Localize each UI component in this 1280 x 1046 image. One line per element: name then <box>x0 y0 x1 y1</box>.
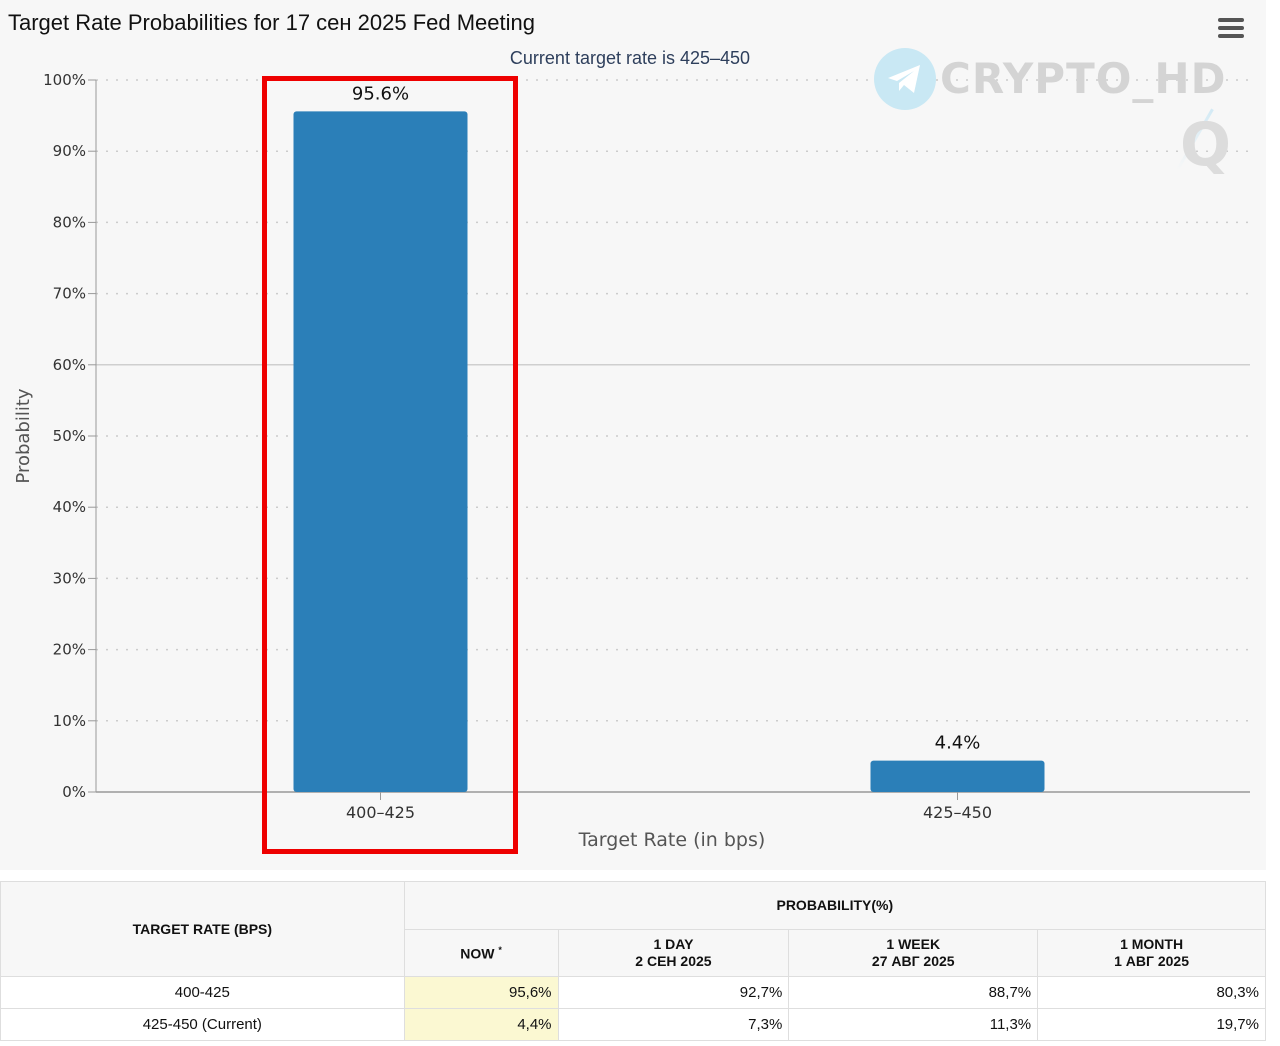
y-tick-label: 20% <box>53 641 86 659</box>
table-row: 425-450 (Current) 4,4% 7,3% 11,3% 19,7% <box>0 1008 1266 1041</box>
y-axis-title: Probability <box>13 388 34 483</box>
header-1-month-line2: 1 АВГ 2025 <box>1114 952 1189 969</box>
header-now-marker: * <box>498 945 502 956</box>
bar <box>870 760 1045 792</box>
x-axis-title: Target Rate (in bps) <box>578 829 766 851</box>
header-1-day-line1: 1 DAY <box>653 935 694 952</box>
hamburger-menu-icon[interactable] <box>1218 18 1244 40</box>
header-1-day-line2: 2 СЕН 2025 <box>635 952 712 969</box>
row-rate: 400-425 <box>0 976 405 1009</box>
data-label: 4.4% <box>935 733 981 754</box>
x-tick-label: 425–450 <box>923 803 992 822</box>
bar <box>293 111 468 792</box>
chart-container: 0% 10% 20% 30% 40% 50% 60% 70% 80% 90% 100% 95.6% 4… <box>8 10 1250 854</box>
cell-1-day: 7,3% <box>557 1008 790 1041</box>
y-tick-label: 40% <box>53 498 86 516</box>
watermark-text: CRYPTO_HD <box>940 54 1227 103</box>
watermark: CRYPTO_HD Q <box>874 48 1231 198</box>
cell-now: 4,4% <box>403 1008 559 1041</box>
header-1-week: 1 WEEK 27 АВГ 2025 <box>788 928 1039 977</box>
data-label: 95.6% <box>352 83 409 104</box>
header-1-week-line2: 27 АВГ 2025 <box>871 952 955 969</box>
header-now: NOW * <box>403 928 559 977</box>
table-subheader-row: NOW * 1 DAY 2 СЕН 2025 1 WEEK 27 АВГ 202… <box>1 928 1266 977</box>
y-tick-label: 30% <box>53 569 86 587</box>
table-header-row: TARGET RATE (BPS) PROBABILITY(%) <box>0 881 1267 977</box>
cell-1-month: 19,7% <box>1037 1008 1266 1041</box>
probability-table: TARGET RATE (BPS) PROBABILITY(%) NOW * 1… <box>0 881 1267 1041</box>
header-target-rate: TARGET RATE (BPS) <box>0 881 405 977</box>
watermark-letter: Q <box>1180 110 1232 180</box>
y-tick-label: 0% <box>62 783 86 801</box>
header-1-month: 1 MONTH 1 АВГ 2025 <box>1037 928 1266 977</box>
y-tick-label: 90% <box>53 142 86 160</box>
y-tick-label: 50% <box>53 427 86 445</box>
chart-title: Target Rate Probabilities for 17 сен 202… <box>8 10 536 35</box>
y-tick-label: 100% <box>43 71 86 89</box>
x-tick-label: 400–425 <box>346 803 415 822</box>
header-now-label: NOW <box>460 946 495 963</box>
y-tick-label: 70% <box>53 285 86 303</box>
header-1-week-line1: 1 WEEK <box>886 935 941 952</box>
header-1-month-line1: 1 MONTH <box>1120 935 1184 952</box>
chart-subtitle: Current target rate is 425–450 <box>509 48 751 68</box>
chart-svg: 0% 10% 20% 30% 40% 50% 60% 70% 80% 90% 100% 95.6% 4… <box>13 71 1250 851</box>
cell-1-day: 92,7% <box>557 976 790 1009</box>
table-row: 400-425 95,6% 92,7% 88,7% 80,3% <box>0 976 1266 1009</box>
y-tick-label: 60% <box>53 356 86 374</box>
cell-1-week: 88,7% <box>788 976 1039 1009</box>
cell-now: 95,6% <box>403 976 559 1009</box>
header-1-day: 1 DAY 2 СЕН 2025 <box>557 928 790 977</box>
telegram-icon <box>874 48 936 110</box>
cell-1-week: 11,3% <box>788 1008 1039 1041</box>
y-tick-label: 10% <box>53 712 86 730</box>
y-tick-label: 80% <box>53 213 86 231</box>
header-probability: PROBABILITY(%) <box>403 881 1267 930</box>
cell-1-month: 80,3% <box>1037 976 1266 1009</box>
row-rate: 425-450 (Current) <box>0 1008 405 1041</box>
